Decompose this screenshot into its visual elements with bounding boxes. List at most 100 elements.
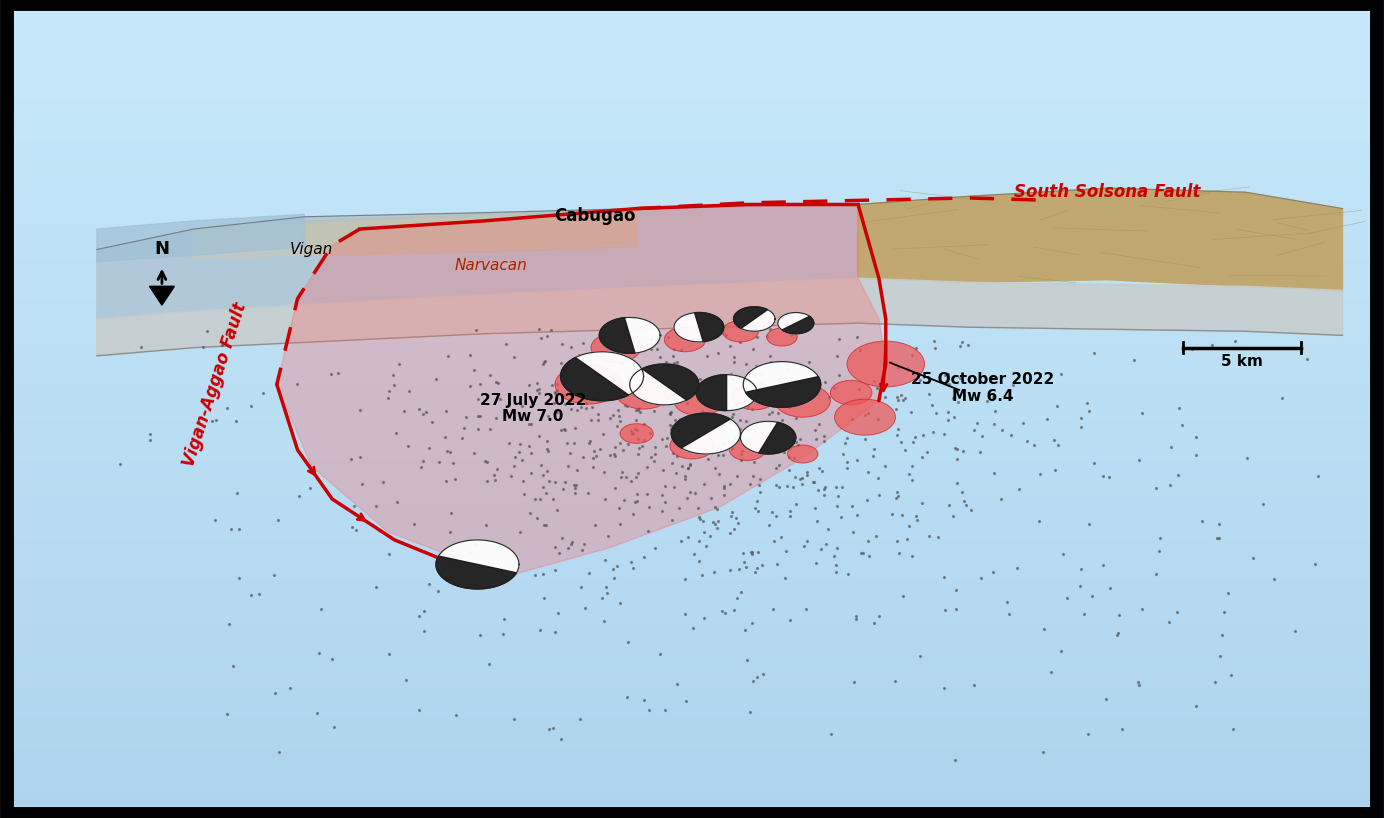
Point (1050, 367, 1073, 380)
Polygon shape (599, 317, 635, 353)
Point (412, 455, 435, 468)
Point (1049, 645, 1071, 658)
Point (559, 394, 581, 407)
Point (322, 721, 345, 734)
Point (594, 492, 616, 506)
Point (602, 562, 624, 575)
Text: Narvacan: Narvacan (455, 258, 527, 273)
Point (674, 429, 696, 442)
Point (707, 346, 729, 359)
Point (740, 546, 763, 559)
Point (566, 463, 588, 476)
Text: Mw 7.0: Mw 7.0 (502, 409, 563, 425)
Point (216, 402, 238, 415)
Point (435, 430, 457, 443)
Point (205, 514, 227, 527)
Point (739, 705, 761, 718)
Point (566, 403, 588, 416)
Point (1081, 589, 1103, 602)
Point (1008, 483, 1030, 496)
Point (1070, 420, 1092, 434)
Point (1107, 609, 1129, 622)
Point (761, 406, 783, 419)
Point (1168, 402, 1190, 415)
Point (602, 384, 624, 398)
Point (544, 564, 566, 577)
Point (1044, 434, 1066, 447)
Point (858, 549, 880, 562)
Point (774, 572, 796, 585)
Point (605, 440, 627, 453)
Point (606, 560, 628, 573)
Point (239, 588, 262, 601)
Point (713, 480, 735, 493)
Point (675, 694, 698, 708)
Point (638, 703, 660, 717)
Point (545, 378, 567, 391)
Point (602, 447, 624, 461)
Point (388, 357, 410, 371)
Point (736, 653, 758, 666)
Point (603, 481, 626, 494)
Point (609, 332, 631, 345)
Point (554, 423, 576, 436)
Point (479, 368, 501, 381)
Point (572, 451, 594, 464)
Point (570, 543, 592, 556)
Point (608, 501, 630, 514)
Point (585, 383, 608, 396)
Point (826, 349, 848, 362)
Point (947, 384, 969, 398)
Point (662, 456, 684, 469)
Point (922, 425, 944, 438)
Point (901, 460, 923, 473)
Point (854, 433, 876, 446)
Polygon shape (561, 357, 628, 401)
Point (745, 360, 767, 373)
Point (576, 397, 598, 410)
Point (597, 388, 619, 401)
Point (626, 424, 648, 437)
Point (655, 440, 677, 453)
Point (531, 357, 554, 371)
Point (826, 542, 848, 555)
Point (531, 480, 554, 493)
Point (713, 481, 735, 494)
Point (518, 439, 540, 452)
Point (893, 393, 915, 407)
Point (704, 518, 727, 531)
Point (412, 624, 435, 637)
Point (439, 446, 461, 459)
Circle shape (787, 445, 818, 463)
Point (678, 458, 700, 471)
Point (620, 555, 642, 569)
Point (644, 448, 666, 461)
Point (598, 411, 620, 424)
Point (789, 432, 811, 445)
Point (923, 335, 945, 348)
Point (886, 428, 908, 441)
Point (536, 519, 558, 532)
Point (320, 368, 342, 381)
Point (747, 546, 770, 559)
Point (731, 453, 753, 466)
Point (606, 420, 628, 433)
Point (577, 437, 599, 450)
Point (698, 408, 720, 421)
Point (722, 407, 745, 420)
Point (1241, 552, 1264, 565)
Point (652, 464, 674, 477)
Point (1145, 482, 1167, 495)
Point (529, 322, 551, 335)
Point (990, 493, 1012, 506)
Point (414, 605, 436, 618)
Point (621, 561, 644, 574)
Polygon shape (758, 422, 796, 454)
Point (1078, 405, 1100, 418)
Point (534, 355, 556, 368)
Point (631, 439, 653, 452)
Point (545, 384, 567, 397)
Point (746, 671, 768, 684)
Point (897, 533, 919, 546)
Point (786, 438, 808, 452)
